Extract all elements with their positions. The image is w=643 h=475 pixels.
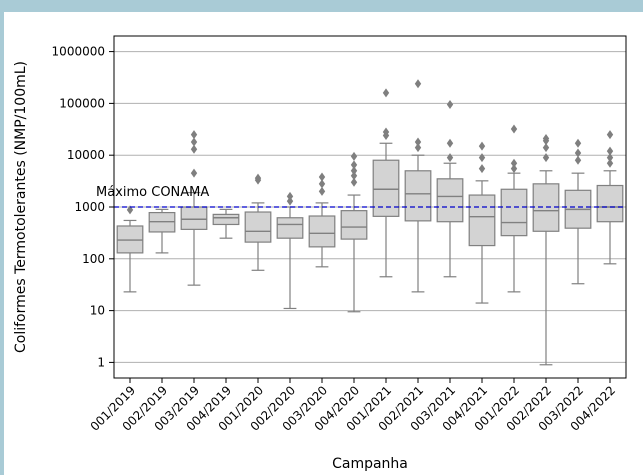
box-003/2019 xyxy=(180,130,208,286)
outlier-point xyxy=(510,124,518,134)
iqr-box xyxy=(308,215,336,248)
outlier-point xyxy=(382,88,390,98)
y-axis-ticks: 1 10 100 1000 10000 100000 1000000 xyxy=(52,45,114,369)
iqr-box xyxy=(500,188,528,237)
outlier-point xyxy=(318,186,326,196)
iqr-box xyxy=(596,184,624,223)
box-004/2019 xyxy=(212,208,240,239)
iqr-box xyxy=(372,159,400,217)
reference-line-label: Máximo CONAMA xyxy=(96,185,209,200)
outlier-point xyxy=(190,144,198,154)
outlier-point xyxy=(478,164,486,174)
outlier-point xyxy=(318,172,326,182)
window-top-border xyxy=(0,0,643,12)
iqr-box xyxy=(276,217,304,239)
box-002/2019 xyxy=(148,208,176,254)
box-004/2022 xyxy=(596,130,624,265)
iqr-box xyxy=(340,210,368,240)
y-axis-label: Coliformes Termotolerantes (NMP/100mL) xyxy=(13,61,29,353)
box-002/2022 xyxy=(532,134,560,366)
box-004/2020 xyxy=(340,151,368,313)
outlier-point xyxy=(350,166,358,176)
outlier-point xyxy=(286,191,294,201)
y-tick-label: 100000 xyxy=(59,96,105,110)
outlier-point xyxy=(190,137,198,147)
outlier-point xyxy=(446,100,454,110)
box-003/2022 xyxy=(564,138,592,285)
outlier-point xyxy=(606,153,614,163)
x-axis-ticks: 001/2019002/2019003/2019004/2019001/2020… xyxy=(88,378,618,434)
y-tick-label: 10000 xyxy=(67,148,105,162)
iqr-box xyxy=(404,170,432,222)
iqr-box xyxy=(212,213,240,226)
y-tick-label: 10 xyxy=(90,304,105,318)
outlier-point xyxy=(606,146,614,156)
outlier-point xyxy=(254,173,262,183)
outlier-point xyxy=(478,153,486,163)
outlier-point xyxy=(414,79,422,89)
box-001/2021 xyxy=(372,88,400,278)
iqr-box xyxy=(244,211,272,243)
outlier-point xyxy=(542,143,550,153)
y-tick-label: 1 xyxy=(97,355,105,369)
outlier-point xyxy=(574,148,582,158)
outlier-point xyxy=(286,196,294,206)
outlier-point xyxy=(350,171,358,181)
outlier-point xyxy=(510,158,518,168)
iqr-box xyxy=(468,194,496,247)
outlier-point xyxy=(382,127,390,137)
outlier-point xyxy=(190,168,198,178)
box-004/2021 xyxy=(468,141,496,304)
box-001/2022 xyxy=(500,124,528,293)
outlier-point xyxy=(606,158,614,168)
iqr-box xyxy=(180,206,208,230)
outlier-point xyxy=(478,141,486,151)
outlier-point xyxy=(414,143,422,153)
outlier-point xyxy=(318,179,326,189)
box-002/2021 xyxy=(404,79,432,293)
outlier-point xyxy=(350,151,358,161)
outlier-point xyxy=(574,138,582,148)
outlier-point xyxy=(574,155,582,165)
outlier-point xyxy=(606,130,614,140)
outlier-point xyxy=(350,160,358,170)
x-axis-label: Campanha xyxy=(332,456,408,472)
outlier-point xyxy=(414,137,422,147)
window-left-border xyxy=(0,12,4,475)
iqr-box xyxy=(436,178,464,223)
outlier-point xyxy=(542,134,550,144)
box-001/2019 xyxy=(116,205,144,293)
outlier-point xyxy=(126,205,134,215)
box-003/2021 xyxy=(436,100,464,278)
box-002/2020 xyxy=(276,191,304,310)
outlier-point xyxy=(446,153,454,163)
y-tick-label: 100 xyxy=(82,252,105,266)
y-tick-label: 1000 xyxy=(74,200,105,214)
box-003/2020 xyxy=(308,172,336,268)
outlier-point xyxy=(446,138,454,148)
outlier-point xyxy=(510,164,518,174)
outlier-point xyxy=(350,177,358,187)
outlier-point xyxy=(190,130,198,140)
y-tick-label: 1000000 xyxy=(52,45,105,59)
outlier-point xyxy=(542,153,550,163)
boxes-layer xyxy=(116,79,624,366)
box-001/2020 xyxy=(244,173,272,271)
